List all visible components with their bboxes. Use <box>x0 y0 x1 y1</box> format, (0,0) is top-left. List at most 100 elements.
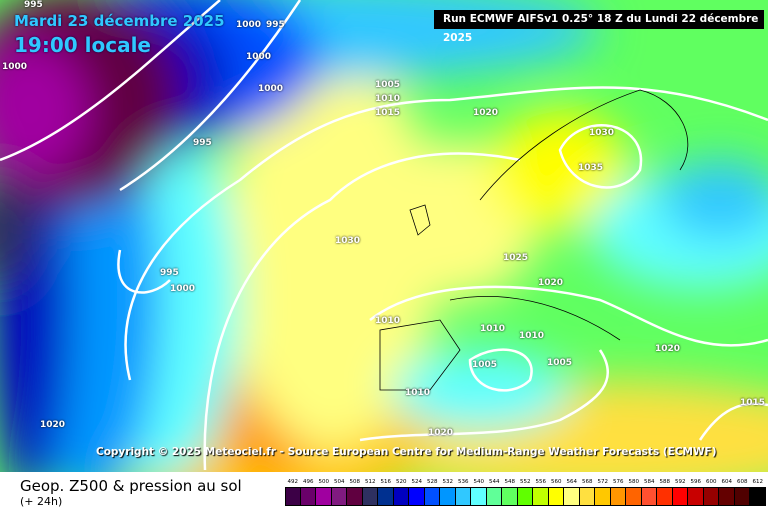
scale-swatch <box>703 487 719 506</box>
isobar-label: 1015 <box>740 398 766 408</box>
scale-cell: 596 <box>688 477 704 506</box>
scale-label: 504 <box>334 479 345 485</box>
scale-label: 524 <box>411 479 423 485</box>
scale-swatch <box>564 487 580 506</box>
isobar-label: 1035 <box>578 163 604 173</box>
legend-panel: Geop. Z500 & pression au sol (+ 24h) 492… <box>0 472 768 512</box>
scale-cell: 548 <box>502 477 518 506</box>
scale-swatch <box>424 487 440 506</box>
scale-swatch <box>719 487 735 506</box>
forecast-date: Mardi 23 décembre 2025 <box>14 12 225 30</box>
isobar-label: 995 <box>24 0 43 10</box>
scale-cell: 528 <box>424 477 440 506</box>
isobar-label: 1000 <box>246 52 272 62</box>
scale-cell: 496 <box>300 477 316 506</box>
isobar-label: 1020 <box>538 278 564 288</box>
scale-swatch <box>486 487 502 506</box>
scale-cell: 568 <box>579 477 595 506</box>
scale-label: 544 <box>489 479 500 485</box>
scale-label: 536 <box>458 479 469 485</box>
scale-swatch <box>626 487 642 506</box>
isobar-label: 1000 <box>2 62 28 72</box>
scale-swatch <box>610 487 626 506</box>
isobar-label: 1000 <box>258 84 284 94</box>
isobar-label: 1000 <box>170 284 196 294</box>
scale-label: 608 <box>737 479 748 485</box>
scale-label: 528 <box>427 479 438 485</box>
scale-label: 552 <box>520 479 531 485</box>
scale-swatch <box>378 487 394 506</box>
weather-map <box>0 0 768 472</box>
isobar-label: 1005 <box>472 360 498 370</box>
scale-swatch <box>502 487 518 506</box>
scale-swatch <box>316 487 332 506</box>
scale-label: 592 <box>675 479 686 485</box>
scale-label: 600 <box>706 479 717 485</box>
scale-swatch <box>734 487 750 506</box>
scale-cell: 564 <box>564 477 580 506</box>
scale-label: 520 <box>396 479 407 485</box>
scale-cell: 520 <box>393 477 409 506</box>
scale-cell: 552 <box>517 477 533 506</box>
scale-swatch <box>579 487 595 506</box>
scale-cell: 580 <box>626 477 642 506</box>
scale-label: 516 <box>380 479 392 485</box>
scale-cell: 540 <box>471 477 487 506</box>
scale-label: 500 <box>318 479 330 485</box>
isobar-label: 1025 <box>503 253 529 263</box>
isobar-label: 1030 <box>589 128 615 138</box>
isobar-label: 1020 <box>473 108 499 118</box>
isobar-label: 1005 <box>547 358 573 368</box>
scale-swatch <box>657 487 673 506</box>
isobar-label: 1015 <box>375 108 401 118</box>
scale-cell: 592 <box>672 477 688 506</box>
scale-swatch <box>455 487 471 506</box>
scale-label: 580 <box>628 479 640 485</box>
scale-swatch <box>548 487 564 506</box>
isobar-label: 1000 <box>236 20 262 30</box>
scale-cell: 604 <box>719 477 735 506</box>
scale-cell: 492 <box>285 477 301 506</box>
scale-cell: 576 <box>610 477 626 506</box>
scale-cell: 508 <box>347 477 363 506</box>
scale-swatch <box>688 487 704 506</box>
scale-swatch <box>285 487 301 506</box>
scale-label: 584 <box>644 479 655 485</box>
legend-title: Geop. Z500 & pression au sol <box>20 477 242 495</box>
scale-swatch <box>517 487 533 506</box>
isobar-label: 1010 <box>480 324 506 334</box>
scale-label: 604 <box>721 479 733 485</box>
run-info: Run ECMWF AIFSv1 0.25° 18 Z du Lundi 22 … <box>434 10 764 44</box>
scale-cell: 584 <box>641 477 657 506</box>
scale-swatch <box>362 487 378 506</box>
scale-cell: 556 <box>533 477 549 506</box>
scale-label: 560 <box>551 479 562 485</box>
scale-swatch <box>331 487 347 506</box>
scale-swatch <box>533 487 549 506</box>
scale-swatch <box>440 487 456 506</box>
isobar-label: 1005 <box>375 80 401 90</box>
scale-label: 548 <box>504 479 516 485</box>
scale-cell: 516 <box>378 477 394 506</box>
scale-cell: 588 <box>657 477 673 506</box>
isobar-label: 1010 <box>405 388 431 398</box>
scale-cell: 612 <box>750 477 766 506</box>
scale-cell: 524 <box>409 477 425 506</box>
scale-swatch <box>750 487 766 506</box>
scale-swatch <box>393 487 409 506</box>
scale-label: 556 <box>535 479 547 485</box>
isobar-label: 1010 <box>519 331 545 341</box>
scale-cell: 572 <box>595 477 611 506</box>
copyright: Copyright © 2025 Meteociel.fr - Source E… <box>96 446 717 458</box>
scale-swatch <box>300 487 316 506</box>
isobar-label: 1030 <box>335 236 361 246</box>
scale-cell: 504 <box>331 477 347 506</box>
scale-label: 532 <box>442 479 454 485</box>
isobar-label: 995 <box>160 268 179 278</box>
isobar-label: 1010 <box>375 316 401 326</box>
scale-label: 612 <box>752 479 764 485</box>
scale-label: 564 <box>566 479 578 485</box>
local-time: 19:00 locale <box>14 33 151 57</box>
scale-swatch <box>347 487 363 506</box>
scale-label: 540 <box>473 479 485 485</box>
